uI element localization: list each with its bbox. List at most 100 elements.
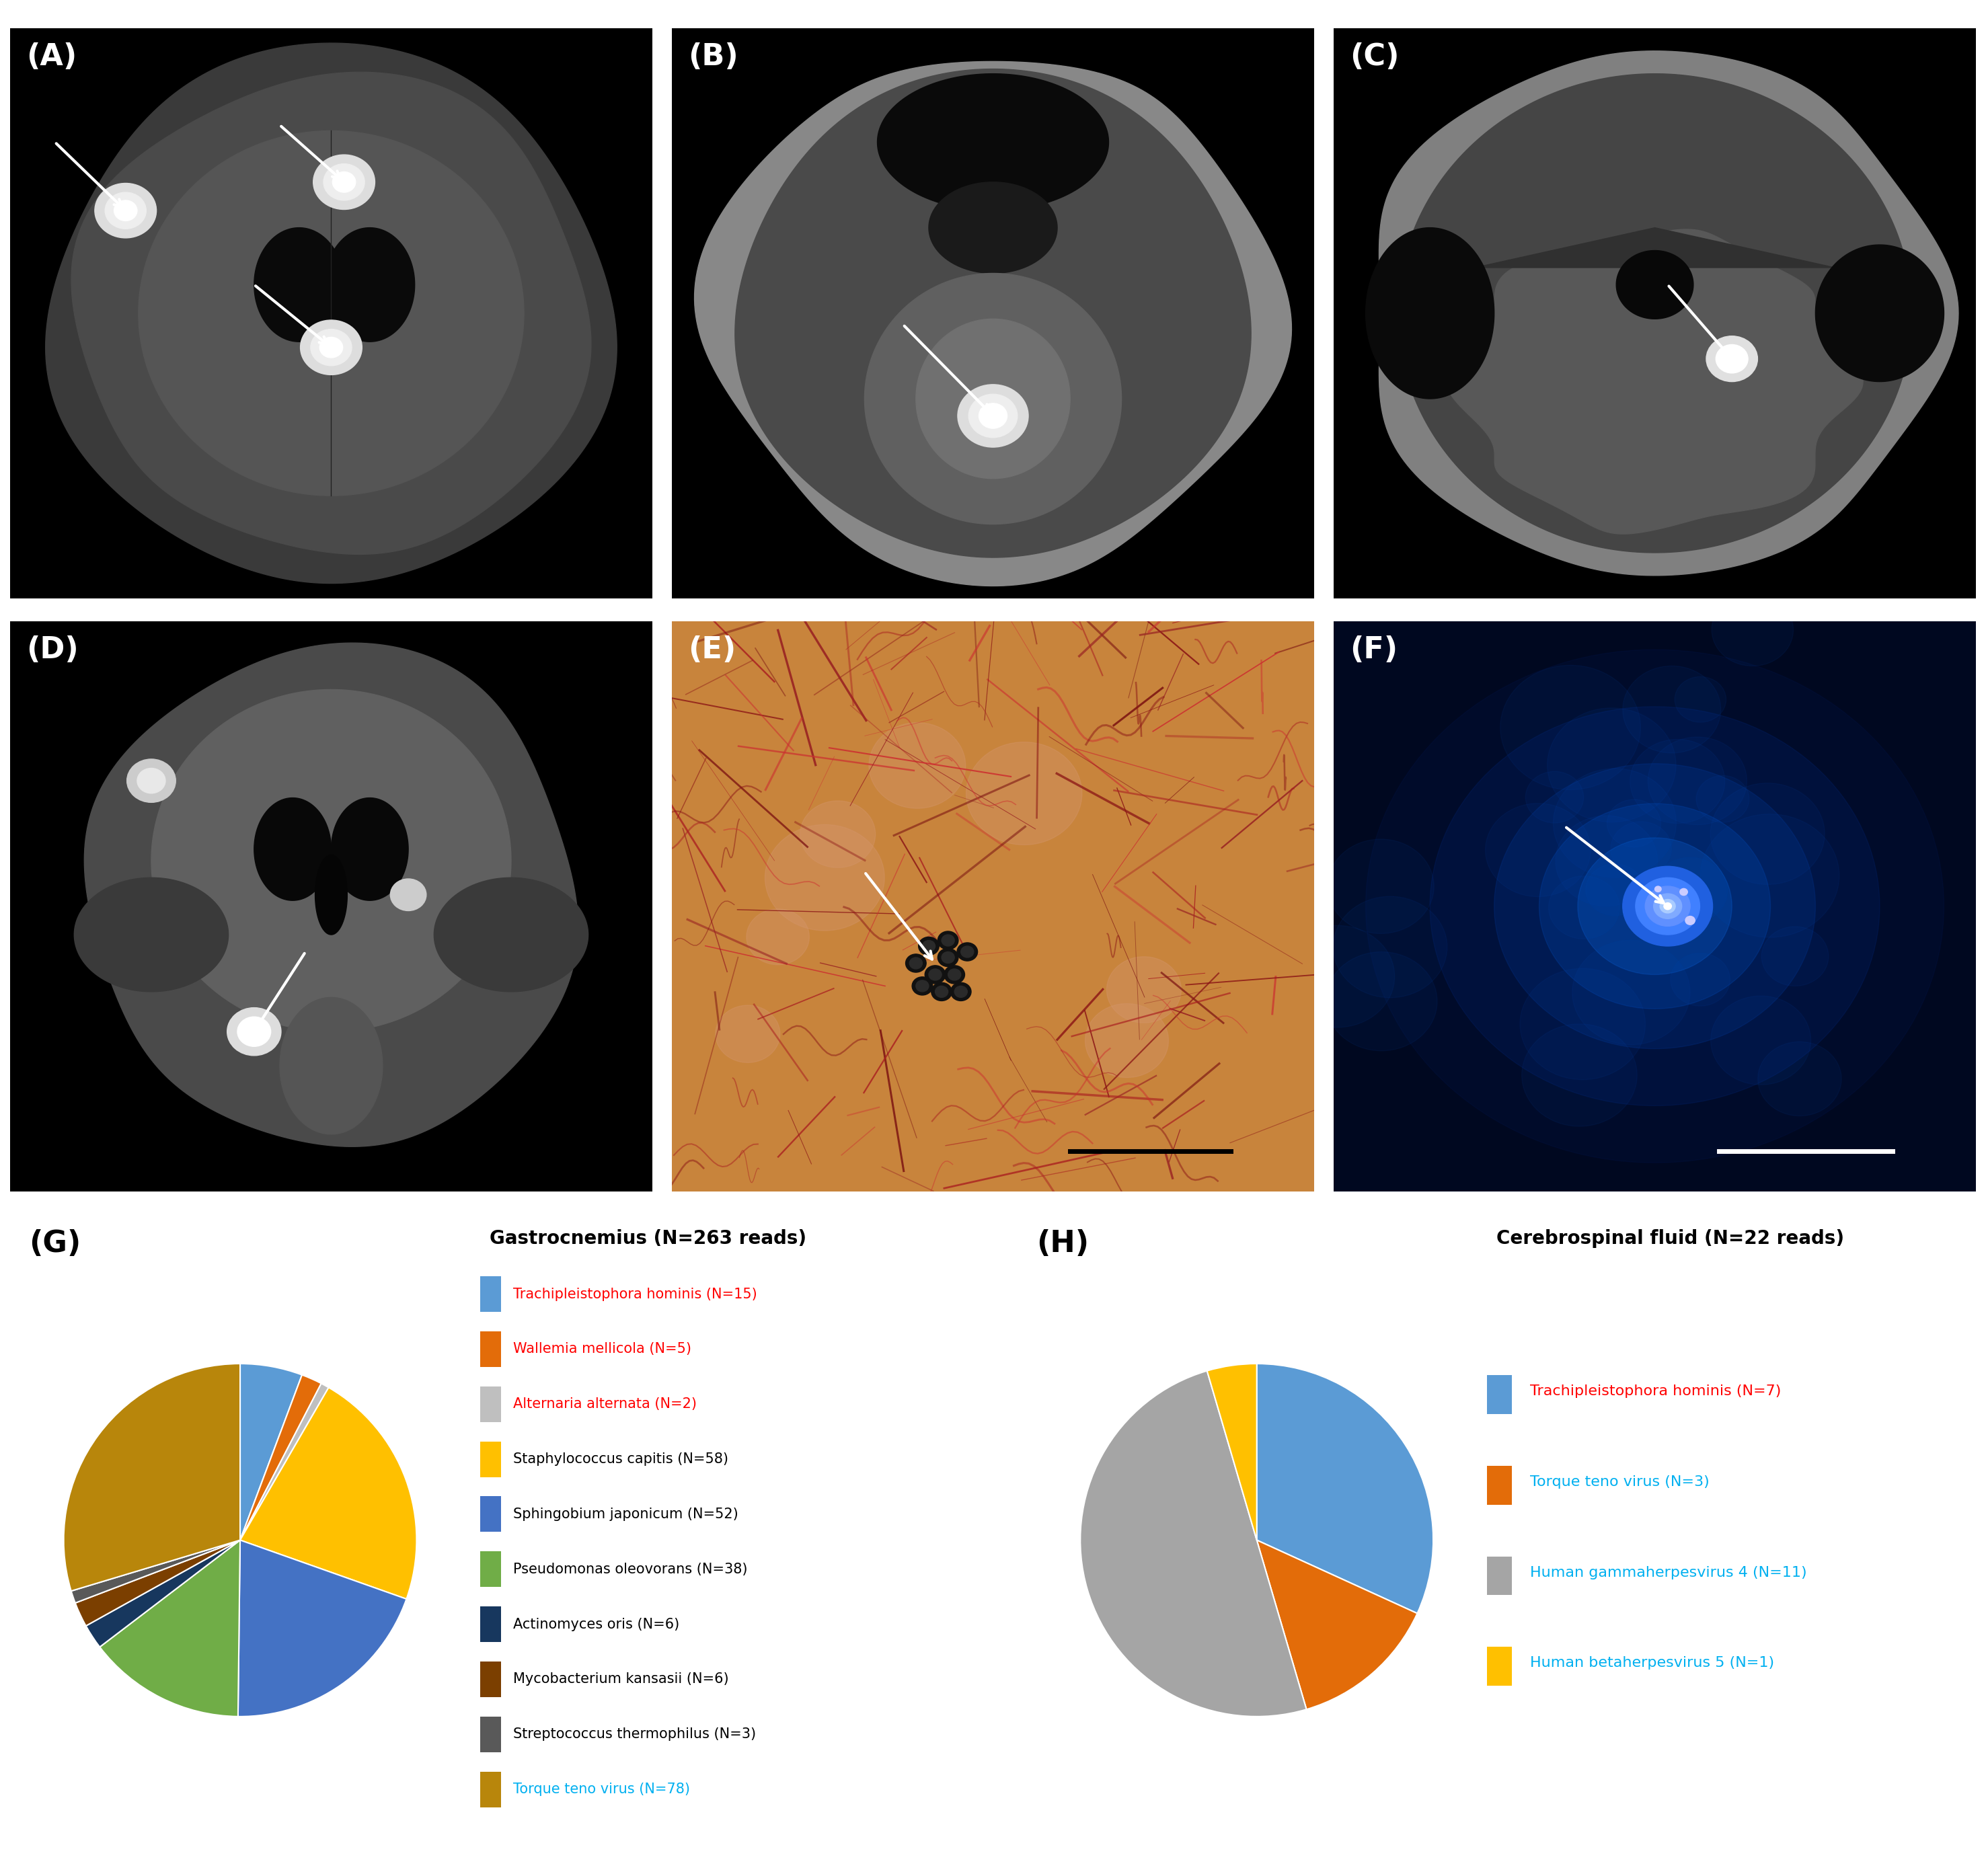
- Circle shape: [1585, 865, 1644, 915]
- Circle shape: [747, 910, 808, 964]
- Circle shape: [916, 981, 929, 992]
- Circle shape: [957, 385, 1029, 446]
- Bar: [481, 1441, 500, 1476]
- Polygon shape: [71, 71, 592, 553]
- Circle shape: [1706, 336, 1758, 381]
- Polygon shape: [435, 878, 588, 992]
- Text: (G): (G): [30, 1229, 81, 1259]
- Circle shape: [1712, 593, 1793, 666]
- Circle shape: [1430, 707, 1879, 1105]
- Polygon shape: [151, 690, 510, 1032]
- Text: Pseudomonas oleovorans (N=38): Pseudomonas oleovorans (N=38): [514, 1563, 749, 1576]
- Circle shape: [1676, 885, 1692, 899]
- Text: Gastrocnemius (N=263 reads): Gastrocnemius (N=263 reads): [489, 1229, 806, 1248]
- Bar: [1488, 1647, 1511, 1687]
- Circle shape: [1327, 839, 1434, 934]
- Text: Mycobacterium kansasii (N=6): Mycobacterium kansasii (N=6): [514, 1673, 729, 1687]
- Polygon shape: [916, 319, 1070, 478]
- Circle shape: [870, 722, 965, 809]
- Circle shape: [941, 951, 955, 962]
- Circle shape: [947, 968, 961, 981]
- Text: Torque teno virus (N=78): Torque teno virus (N=78): [514, 1782, 691, 1795]
- Circle shape: [324, 163, 365, 201]
- Bar: [1488, 1557, 1511, 1595]
- Circle shape: [715, 1006, 780, 1062]
- Circle shape: [1327, 951, 1438, 1051]
- Circle shape: [965, 743, 1082, 844]
- Polygon shape: [316, 855, 348, 934]
- Bar: [1488, 1375, 1511, 1415]
- Circle shape: [1710, 782, 1825, 884]
- Circle shape: [391, 878, 427, 910]
- Circle shape: [1652, 857, 1728, 923]
- Circle shape: [1279, 925, 1394, 1028]
- Circle shape: [1631, 739, 1724, 824]
- Circle shape: [1521, 1024, 1636, 1126]
- Polygon shape: [326, 227, 415, 341]
- Polygon shape: [1378, 51, 1958, 576]
- Bar: [481, 1771, 500, 1807]
- Circle shape: [931, 983, 951, 1000]
- Circle shape: [320, 338, 344, 358]
- Circle shape: [943, 966, 965, 983]
- Text: Staphylococcus capitis (N=58): Staphylococcus capitis (N=58): [514, 1452, 729, 1465]
- Circle shape: [1670, 953, 1730, 1006]
- Circle shape: [127, 760, 175, 803]
- Circle shape: [1648, 737, 1748, 825]
- Text: Human gammaherpesvirus 4 (N=11): Human gammaherpesvirus 4 (N=11): [1529, 1566, 1807, 1580]
- Circle shape: [300, 321, 361, 375]
- Circle shape: [310, 328, 352, 366]
- Circle shape: [1555, 816, 1658, 906]
- Circle shape: [1654, 893, 1682, 919]
- Text: Human betaherpesvirus 5 (N=1): Human betaherpesvirus 5 (N=1): [1529, 1657, 1773, 1670]
- Circle shape: [1525, 771, 1583, 824]
- Text: Alternaria alternata (N=2): Alternaria alternata (N=2): [514, 1398, 697, 1411]
- Polygon shape: [1366, 227, 1493, 400]
- Circle shape: [1499, 666, 1640, 790]
- Circle shape: [1660, 899, 1676, 914]
- Text: Streptococcus thermophilus (N=3): Streptococcus thermophilus (N=3): [514, 1728, 757, 1741]
- Circle shape: [1716, 345, 1748, 373]
- Circle shape: [1664, 902, 1672, 910]
- Text: Trachipleistophora hominis (N=15): Trachipleistophora hominis (N=15): [514, 1287, 757, 1300]
- Text: (E): (E): [687, 636, 735, 664]
- Circle shape: [137, 767, 165, 794]
- Text: (B): (B): [687, 43, 739, 71]
- Circle shape: [918, 936, 939, 955]
- Circle shape: [95, 184, 157, 238]
- Polygon shape: [1815, 244, 1944, 381]
- Circle shape: [929, 968, 941, 981]
- Bar: [481, 1332, 500, 1368]
- Circle shape: [979, 403, 1007, 428]
- Circle shape: [1674, 677, 1726, 722]
- Circle shape: [1366, 649, 1944, 1163]
- Bar: [481, 1276, 500, 1311]
- Circle shape: [1680, 889, 1688, 895]
- Circle shape: [969, 394, 1017, 437]
- Text: Torque teno virus (N=3): Torque teno virus (N=3): [1529, 1475, 1710, 1488]
- Bar: [481, 1606, 500, 1642]
- Circle shape: [226, 1007, 282, 1056]
- Polygon shape: [139, 131, 524, 495]
- Circle shape: [1636, 878, 1700, 934]
- Circle shape: [765, 825, 884, 930]
- Circle shape: [1710, 996, 1811, 1084]
- Bar: [481, 1386, 500, 1422]
- Text: Sphingobium japonicum (N=52): Sphingobium japonicum (N=52): [514, 1508, 739, 1521]
- Text: (H): (H): [1037, 1229, 1088, 1259]
- Polygon shape: [735, 69, 1251, 557]
- Text: Trachipleistophora hominis (N=7): Trachipleistophora hominis (N=7): [1529, 1384, 1781, 1398]
- Polygon shape: [254, 227, 344, 341]
- Polygon shape: [46, 43, 618, 583]
- Circle shape: [937, 949, 959, 966]
- Circle shape: [1623, 666, 1720, 752]
- Circle shape: [113, 201, 137, 221]
- Polygon shape: [83, 643, 578, 1146]
- Circle shape: [1758, 1041, 1841, 1116]
- Circle shape: [105, 193, 147, 229]
- Text: (F): (F): [1350, 636, 1398, 664]
- Circle shape: [1084, 1004, 1168, 1077]
- Circle shape: [1549, 876, 1619, 940]
- Circle shape: [941, 934, 955, 946]
- Circle shape: [1547, 707, 1676, 822]
